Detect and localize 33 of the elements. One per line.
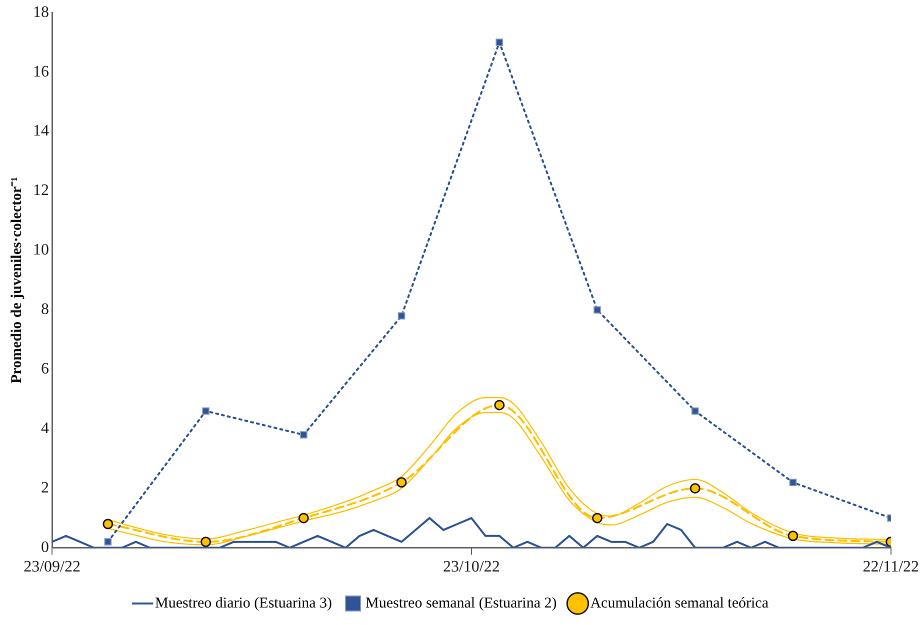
y-tick-label: 0	[41, 539, 49, 556]
point	[788, 530, 798, 542]
legend-label: Acumulación semanal teórica	[590, 595, 769, 612]
point	[398, 312, 406, 320]
y-tick-label: 18	[33, 4, 49, 21]
point	[789, 478, 797, 486]
point	[592, 512, 603, 524]
x-tick-label: 23/10/22	[442, 558, 500, 576]
x-tick-label: 23/09/22	[24, 558, 80, 576]
y-tick-label: 8	[41, 301, 49, 318]
y-tick-label: 4	[41, 420, 49, 438]
point	[104, 538, 112, 546]
y-tick-label: 2	[41, 480, 49, 497]
y-tick-label: 12	[33, 182, 49, 200]
y-tick-label: 6	[41, 360, 49, 378]
legend-label: Muestreo semanal (Estuarina 2)	[366, 595, 557, 612]
point	[396, 477, 407, 488]
point	[202, 407, 210, 415]
y-tick-label: 16	[33, 63, 49, 80]
point	[300, 431, 308, 438]
point	[494, 400, 505, 410]
point	[298, 512, 309, 524]
legend-label: Muestreo diario (Estuarina 3)	[155, 595, 332, 612]
y-axis-title: Promedio de juveniles·colector⁻¹	[8, 176, 25, 384]
point	[594, 306, 601, 314]
point	[496, 38, 504, 46]
y-tick-label: 10	[33, 242, 49, 259]
x-tick-label: 22/11/22	[862, 558, 919, 576]
point	[102, 518, 114, 530]
point	[690, 483, 700, 494]
y-tick-label: 14	[33, 122, 49, 140]
point	[691, 407, 699, 415]
point	[200, 536, 212, 548]
